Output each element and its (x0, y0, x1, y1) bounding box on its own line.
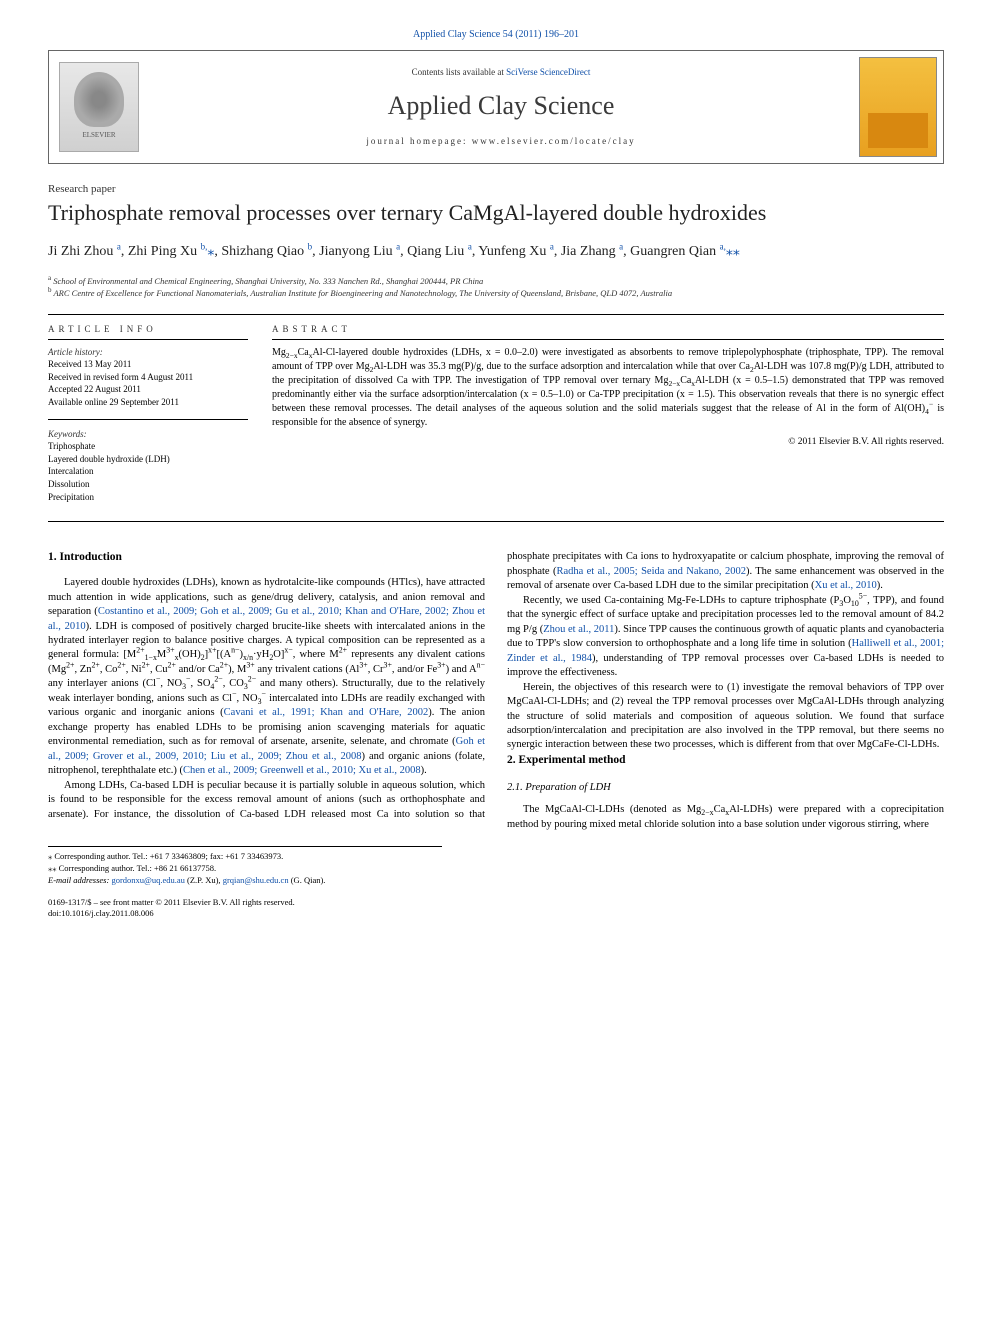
email-link[interactable]: grqian@shu.edu.cn (223, 875, 289, 885)
article-info-heading: ARTICLE INFO (48, 323, 248, 340)
emails-label: E-mail addresses: (48, 875, 109, 885)
body-paragraph: Recently, we used Ca-containing Mg-Fe-LD… (507, 594, 944, 681)
corresponding-1: ⁎ Corresponding author. Tel.: +61 7 3346… (48, 851, 442, 863)
footnotes: ⁎ Corresponding author. Tel.: +61 7 3346… (48, 846, 442, 887)
rule-bottom (48, 521, 944, 522)
article-title: Triphosphate removal processes over tern… (48, 200, 944, 226)
keyword: Precipitation (48, 491, 248, 504)
paper-type: Research paper (48, 182, 944, 197)
email-link[interactable]: gordonxu@uq.edu.au (111, 875, 184, 885)
history-line: Received 13 May 2011 (48, 358, 248, 371)
affiliations: a School of Environmental and Chemical E… (48, 276, 944, 300)
contents-prefix: Contents lists available at (412, 67, 506, 77)
affiliation-b: b ARC Centre of Excellence for Functiona… (48, 288, 944, 300)
abstract: ABSTRACT Mg2−xCaxAl-Cl-layered double hy… (272, 323, 944, 514)
email-name: (Z.P. Xu), (187, 875, 221, 885)
contents-line: Contents lists available at SciVerse Sci… (159, 66, 843, 78)
front-matter-line: 0169-1317/$ – see front matter © 2011 El… (48, 897, 944, 908)
homepage-url: www.elsevier.com/locate/clay (472, 136, 636, 146)
elsevier-logo: ELSEVIER (59, 62, 139, 152)
journal-name: Applied Clay Science (159, 88, 843, 123)
section-2-1-heading: 2.1. Preparation of LDH (507, 781, 944, 795)
emails-line: E-mail addresses: gordonxu@uq.edu.au (Z.… (48, 875, 442, 887)
footer-meta: 0169-1317/$ – see front matter © 2011 El… (48, 897, 944, 919)
info-inner-rule (48, 419, 248, 420)
keyword: Intercalation (48, 465, 248, 478)
info-abstract-row: ARTICLE INFO Article history: Received 1… (48, 323, 944, 514)
history-label: Article history: (48, 346, 248, 359)
keywords-block: Keywords: Triphosphate Layered double hy… (48, 428, 248, 504)
history-line: Accepted 22 August 2011 (48, 383, 248, 396)
body-paragraph: Layered double hydroxides (LDHs), known … (48, 576, 485, 779)
rule-top (48, 314, 944, 315)
doi-line: doi:10.1016/j.clay.2011.08.006 (48, 908, 944, 919)
cover-thumb-region (853, 51, 943, 163)
sciencedirect-link[interactable]: SciVerse ScienceDirect (506, 67, 590, 77)
abstract-copyright: © 2011 Elsevier B.V. All rights reserved… (272, 436, 944, 449)
elsevier-tree-icon (74, 72, 124, 127)
author-list: Ji Zhi Zhou a, Zhi Ping Xu b,⁎, Shizhang… (48, 241, 944, 262)
email-name: (G. Qian). (291, 875, 326, 885)
affiliation-a: a School of Environmental and Chemical E… (48, 276, 944, 288)
body-paragraph: The MgCaAl-Cl-LDHs (denoted as Mg2−xCaxA… (507, 803, 944, 832)
section-1-heading: 1. Introduction (48, 550, 485, 566)
keywords-label: Keywords: (48, 428, 248, 441)
abstract-text: Mg2−xCaxAl-Cl-layered double hydroxides … (272, 346, 944, 430)
section-2-heading: 2. Experimental method (507, 753, 944, 769)
keyword: Dissolution (48, 478, 248, 491)
banner-center: Contents lists available at SciVerse Sci… (149, 56, 853, 157)
journal-banner: ELSEVIER Contents lists available at Sci… (48, 50, 944, 164)
history-line: Available online 29 September 2011 (48, 396, 248, 409)
article-history: Article history: Received 13 May 2011 Re… (48, 346, 248, 409)
abstract-heading: ABSTRACT (272, 323, 944, 340)
body-text: 1. Introduction Layered double hydroxide… (48, 550, 944, 832)
publisher-name: ELSEVIER (82, 131, 115, 140)
article-info: ARTICLE INFO Article history: Received 1… (48, 323, 248, 514)
body-paragraph: Herein, the objectives of this research … (507, 681, 944, 753)
keyword: Triphosphate (48, 440, 248, 453)
corresponding-2: ⁎⁎ Corresponding author. Tel.: +86 21 66… (48, 863, 442, 875)
journal-cover-thumbnail (859, 57, 937, 157)
homepage-prefix: journal homepage: (366, 136, 471, 146)
publisher-logo-region: ELSEVIER (49, 54, 149, 160)
history-line: Received in revised form 4 August 2011 (48, 371, 248, 384)
header-citation: Applied Clay Science 54 (2011) 196–201 (48, 28, 944, 42)
homepage-line: journal homepage: www.elsevier.com/locat… (159, 135, 843, 147)
keyword: Layered double hydroxide (LDH) (48, 453, 248, 466)
